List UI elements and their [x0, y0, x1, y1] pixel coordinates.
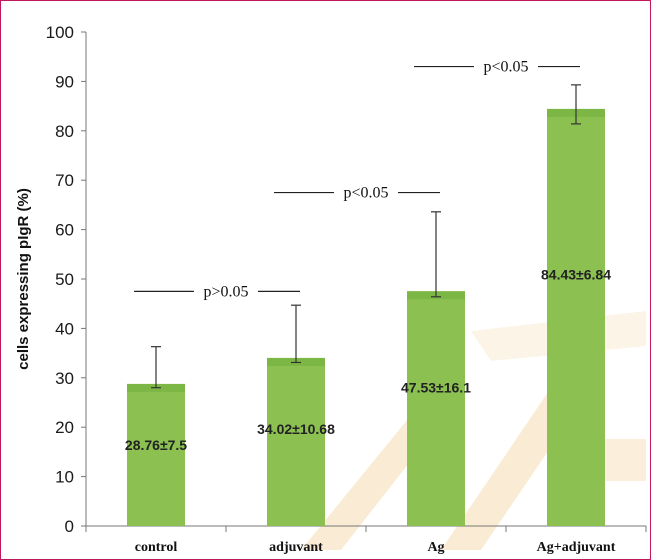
bar — [127, 383, 185, 526]
p-value-label: p<0.05 — [343, 185, 388, 202]
y-tick-label: 90 — [55, 72, 74, 91]
bar — [547, 108, 605, 526]
bar — [407, 291, 465, 526]
y-tick-label: 40 — [55, 319, 74, 338]
bars: 28.76±7.5 34.02±10.68 47.53±16.1 84.43±6.84 — [125, 84, 611, 526]
annotations: p>0.05 p<0.05 p<0.05 — [134, 59, 580, 300]
data-label: 34.02±10.68 — [257, 421, 335, 437]
y-tick-label: 80 — [55, 122, 74, 141]
x-tick-label: control — [135, 540, 178, 555]
bar — [267, 357, 325, 526]
axes: 0 10 20 30 40 50 60 70 80 90 100 control adjuvant Ag A… — [46, 23, 647, 555]
y-tick-label: 20 — [55, 418, 74, 437]
x-tick-label: adjuvant — [269, 540, 323, 555]
data-label: 84.43±6.84 — [541, 266, 611, 282]
data-label: 47.53±16.1 — [401, 379, 471, 395]
x-tick-label: Ag — [427, 540, 444, 555]
y-tick-label: 10 — [55, 468, 74, 487]
y-tick-label: 30 — [55, 369, 74, 388]
x-tick-label: Ag+adjuvant — [537, 540, 616, 555]
p-value-label: p>0.05 — [203, 283, 248, 300]
y-tick-label: 0 — [65, 517, 74, 536]
data-label: 28.76±7.5 — [125, 437, 187, 453]
y-tick-label: 70 — [55, 171, 74, 190]
y-axis-label: cells expressing pIgR (%) — [15, 188, 32, 370]
y-tick-label: 100 — [46, 23, 74, 42]
p-value-label: p<0.05 — [483, 59, 528, 76]
y-tick-label: 60 — [55, 221, 74, 240]
y-tick-label: 50 — [55, 270, 74, 289]
